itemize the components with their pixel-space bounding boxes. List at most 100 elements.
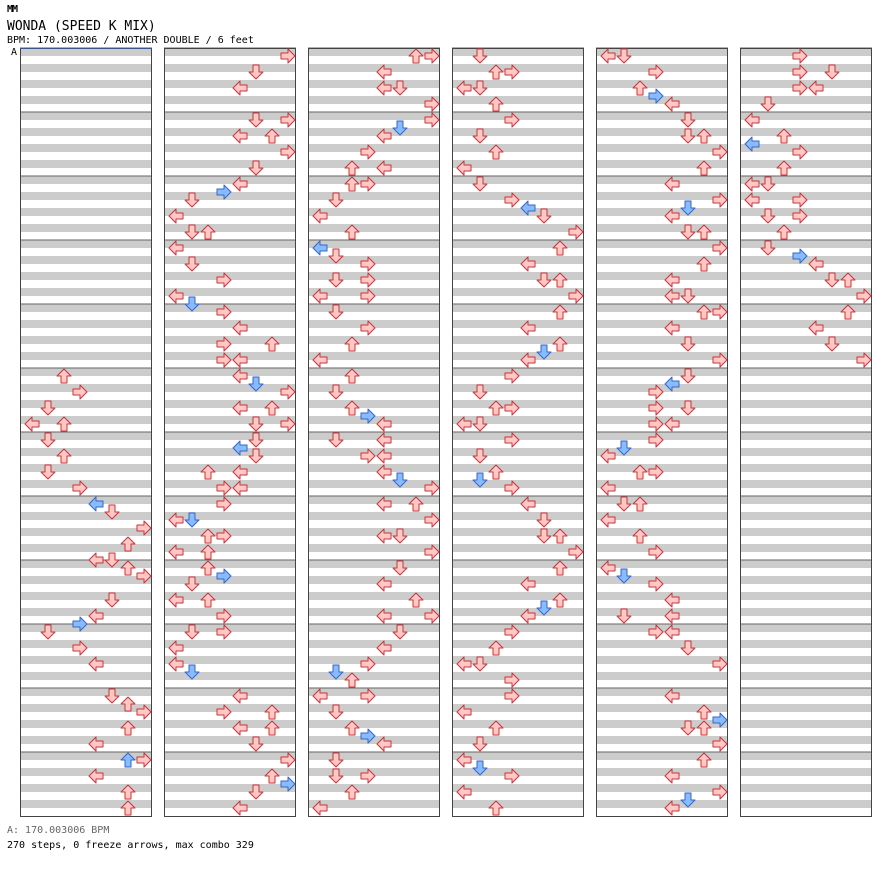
beat-stripe: [308, 328, 440, 336]
beat-stripe: [452, 704, 584, 712]
beat-stripe: [740, 360, 872, 368]
step-arrow-down: [472, 416, 488, 432]
beat-stripe: [596, 776, 728, 784]
beat-stripe: [596, 536, 728, 544]
beat-stripe: [740, 336, 872, 344]
step-arrow-right: [648, 384, 664, 400]
beat-stripe: [20, 112, 152, 120]
step-arrow-right: [360, 176, 376, 192]
beat-stripe: [452, 128, 584, 136]
step-arrow-down: [248, 112, 264, 128]
beat-stripe: [596, 408, 728, 416]
step-arrow-up: [344, 160, 360, 176]
beat-stripe: [740, 288, 872, 296]
beat-stripe: [20, 536, 152, 544]
beat-stripe: [740, 304, 872, 312]
beat-stripe: [308, 552, 440, 560]
beat-stripe: [164, 768, 296, 776]
beat-stripe: [164, 640, 296, 648]
bpm-legend: A: 170.003006 BPM: [7, 825, 110, 836]
beat-stripe: [308, 352, 440, 360]
beat-stripe: [164, 600, 296, 608]
step-arrow-down: [328, 272, 344, 288]
beat-stripe: [20, 656, 152, 664]
beat-stripe: [20, 704, 152, 712]
beat-stripe: [308, 560, 440, 568]
step-arrow-right: [712, 352, 728, 368]
step-arrow-left: [664, 800, 680, 816]
beat-stripe: [740, 200, 872, 208]
step-arrow-right: [568, 288, 584, 304]
step-arrow-down: [248, 784, 264, 800]
beat-stripe: [308, 56, 440, 64]
beat-stripe: [164, 560, 296, 568]
chart-column: [596, 47, 728, 817]
step-arrow-right: [504, 672, 520, 688]
beat-stripe: [20, 376, 152, 384]
step-arrow-right: [712, 712, 728, 728]
beat-stripe: [164, 712, 296, 720]
beat-stripe: [20, 584, 152, 592]
step-arrow-up: [200, 464, 216, 480]
beat-stripe: [596, 200, 728, 208]
step-arrow-down: [40, 400, 56, 416]
beat-stripe: [596, 744, 728, 752]
beat-stripe: [452, 584, 584, 592]
step-arrow-down: [536, 344, 552, 360]
beat-stripe: [164, 800, 296, 808]
step-arrow-left: [664, 96, 680, 112]
beat-stripe: [164, 720, 296, 728]
beat-stripe: [20, 504, 152, 512]
beat-stripe: [20, 48, 152, 56]
beat-stripe: [308, 296, 440, 304]
step-arrow-right: [792, 64, 808, 80]
step-arrow-down: [328, 664, 344, 680]
step-arrow-up: [344, 400, 360, 416]
beat-stripe: [596, 48, 728, 56]
beat-stripe: [596, 472, 728, 480]
step-arrow-left: [664, 688, 680, 704]
step-arrow-up: [344, 368, 360, 384]
step-arrow-right: [504, 192, 520, 208]
beat-stripe: [164, 448, 296, 456]
beat-stripe: [596, 208, 728, 216]
beat-stripe: [164, 696, 296, 704]
beat-stripe: [452, 760, 584, 768]
beat-stripe: [164, 240, 296, 248]
step-arrow-down: [616, 608, 632, 624]
beat-stripe: [164, 744, 296, 752]
beat-stripe: [20, 544, 152, 552]
step-arrow-up: [776, 160, 792, 176]
beat-stripe: [164, 568, 296, 576]
step-arrow-right: [72, 640, 88, 656]
beat-stripe: [740, 728, 872, 736]
beat-stripe: [452, 528, 584, 536]
beat-stripe: [308, 704, 440, 712]
beat-stripe: [308, 728, 440, 736]
step-arrow-up: [408, 48, 424, 64]
step-arrow-right: [504, 624, 520, 640]
step-arrow-down: [40, 624, 56, 640]
beat-stripe: [164, 64, 296, 72]
beat-stripe: [308, 528, 440, 536]
step-statistics: 270 steps, 0 freeze arrows, max combo 32…: [7, 840, 254, 851]
beat-stripe: [20, 416, 152, 424]
step-arrow-up: [840, 272, 856, 288]
beat-stripe: [452, 96, 584, 104]
beat-stripe: [164, 264, 296, 272]
beat-stripe: [452, 120, 584, 128]
step-arrow-up: [344, 784, 360, 800]
step-arrow-up: [344, 176, 360, 192]
step-arrow-left: [520, 576, 536, 592]
column-border: [308, 48, 440, 817]
beat-stripe: [308, 768, 440, 776]
beat-stripe: [596, 560, 728, 568]
beat-stripe: [452, 520, 584, 528]
step-arrow-up: [488, 464, 504, 480]
step-arrow-down: [824, 336, 840, 352]
step-arrow-down: [392, 528, 408, 544]
step-arrow-down: [184, 624, 200, 640]
beat-stripe: [308, 568, 440, 576]
beat-stripe: [452, 104, 584, 112]
step-arrow-down: [328, 384, 344, 400]
